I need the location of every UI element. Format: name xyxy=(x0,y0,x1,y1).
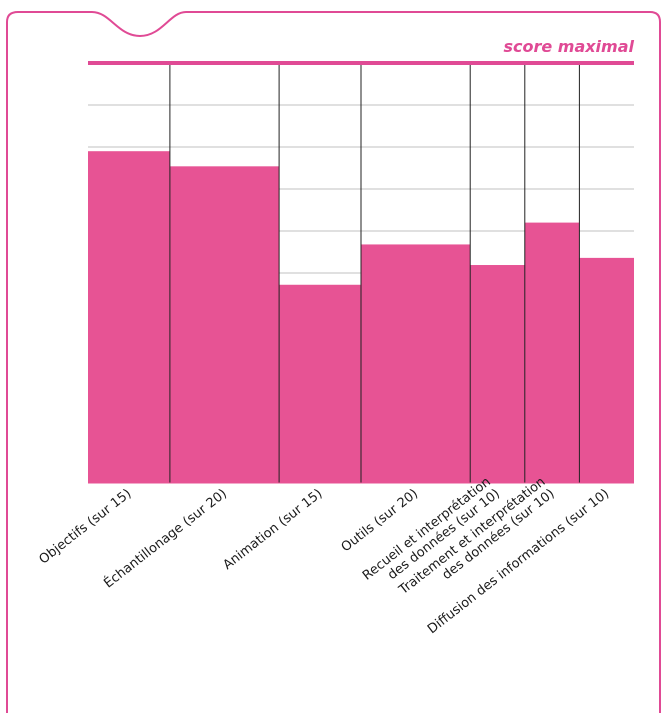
tick-label: Animation (sur 15) xyxy=(220,486,325,573)
bar xyxy=(579,257,634,483)
card-frame xyxy=(6,11,661,713)
bar xyxy=(524,222,580,483)
bar xyxy=(169,166,280,483)
max-score-legend: score maximal xyxy=(503,37,634,56)
tick-label-group: Animation (sur 15) xyxy=(220,486,325,573)
tick-label: Objectifs (sur 15) xyxy=(36,486,134,567)
bar xyxy=(279,284,361,483)
bar xyxy=(88,151,170,483)
tick-label-group: Objectifs (sur 15) xyxy=(36,486,134,567)
bar xyxy=(470,265,525,483)
bar xyxy=(361,244,471,483)
